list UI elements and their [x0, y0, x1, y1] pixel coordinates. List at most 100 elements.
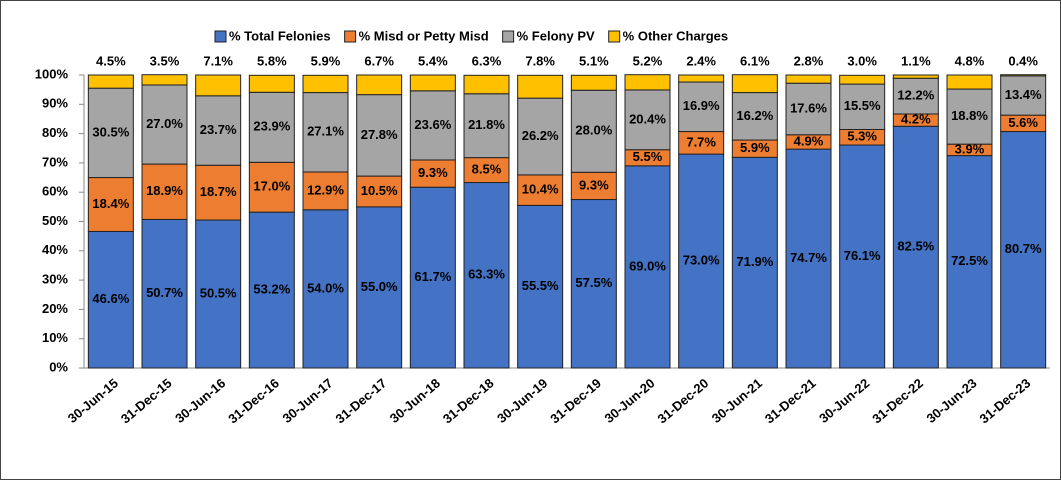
y-tick-label: 90% [42, 96, 68, 111]
bar-segment [731, 156, 778, 369]
data-label: 72.5% [951, 253, 988, 268]
data-label: 82.5% [897, 239, 934, 254]
data-label: 50.7% [146, 285, 183, 300]
bar-segment [839, 144, 886, 369]
bar-segment [678, 81, 725, 133]
data-label: 9.3% [579, 177, 609, 192]
legend-swatch [214, 30, 227, 43]
data-label: 6.1% [740, 53, 770, 68]
data-label: 61.7% [414, 269, 451, 284]
data-label: 3.5% [150, 53, 180, 68]
data-label: 10.4% [522, 182, 559, 197]
data-label: 18.4% [92, 196, 129, 211]
data-label: 53.2% [253, 281, 290, 296]
data-label: 7.7% [686, 134, 716, 149]
data-label: 12.2% [897, 88, 934, 103]
y-tick-label: 10% [42, 330, 68, 345]
bar-segment [785, 148, 832, 369]
bar-segment [517, 74, 564, 99]
data-label: 5.1% [579, 53, 609, 68]
bar-segment [356, 206, 403, 369]
bar-segment [356, 74, 403, 96]
data-label: 80.7% [1005, 241, 1042, 256]
data-label: 4.5% [96, 53, 126, 68]
y-tick-label: 0% [49, 359, 68, 374]
bar-segment [195, 219, 242, 369]
data-label: 5.2% [633, 53, 663, 68]
bar-segment [892, 125, 939, 369]
data-label: 57.5% [575, 275, 612, 290]
bar-segment [839, 74, 886, 85]
bar-segment [463, 182, 510, 369]
bar-segment [570, 89, 617, 173]
bar-segment [570, 171, 617, 201]
bar-segment [839, 83, 886, 130]
legend-swatch [608, 30, 621, 43]
data-label: 55.0% [361, 279, 398, 294]
bar-segment [409, 74, 456, 92]
data-label: 5.4% [418, 53, 448, 68]
data-label: 5.5% [633, 149, 663, 164]
legend-swatch [502, 30, 515, 43]
data-label: 9.3% [418, 165, 448, 180]
bar-segment [570, 199, 617, 369]
data-label: 30.5% [92, 124, 129, 139]
bar-segment [892, 74, 939, 79]
data-label: 5.9% [740, 140, 770, 155]
data-label: 26.2% [522, 128, 559, 143]
data-label: 23.9% [253, 119, 290, 134]
bar-segment [302, 171, 349, 211]
data-label: 5.9% [311, 53, 341, 68]
bar-segment [570, 74, 617, 91]
bar-segment [624, 74, 671, 91]
data-label: 21.8% [468, 117, 505, 132]
data-label: 8.5% [472, 162, 502, 177]
bar-segment [1000, 75, 1047, 116]
bar-segment [87, 87, 134, 179]
y-tick-label: 80% [42, 125, 68, 140]
bar-segment [624, 165, 671, 369]
data-label: 15.5% [844, 98, 881, 113]
bar-segment [87, 177, 134, 232]
data-label: 2.8% [794, 53, 824, 68]
bar-segment [409, 159, 456, 188]
bar-segment [517, 174, 564, 206]
bar-segment [517, 97, 564, 176]
data-label: 76.1% [844, 248, 881, 263]
data-label: 23.6% [414, 117, 451, 132]
data-label: 27.8% [361, 127, 398, 142]
bar-segment [195, 95, 242, 166]
data-label: 3.0% [847, 53, 877, 68]
data-label: 4.2% [901, 112, 931, 127]
data-label: 12.9% [307, 182, 344, 197]
data-label: 18.7% [200, 184, 237, 199]
data-label: 6.3% [472, 53, 502, 68]
bar-segment [731, 92, 778, 141]
data-label: 10.5% [361, 183, 398, 198]
data-label: 63.3% [468, 267, 505, 282]
data-label: 28.0% [575, 123, 612, 138]
data-label: 17.6% [790, 100, 827, 115]
bar-segment [248, 74, 295, 93]
bar-segment [356, 94, 403, 177]
bar-segment [248, 161, 295, 213]
data-label: 13.4% [1005, 87, 1042, 102]
bar-segment [892, 77, 939, 115]
legend-label: % Total Felonies [229, 28, 331, 43]
bar-segment [409, 186, 456, 369]
data-label: 18.8% [951, 108, 988, 123]
legend-label: % Other Charges [623, 28, 728, 43]
y-tick-label: 30% [42, 272, 68, 287]
bar-segment [141, 74, 188, 86]
data-label: 4.8% [955, 53, 985, 68]
bar-segment [1000, 74, 1047, 77]
y-tick-label: 70% [42, 154, 68, 169]
data-label: 50.5% [200, 285, 237, 300]
data-label: 6.7% [364, 53, 394, 68]
bar-segment [409, 90, 456, 161]
data-label: 16.9% [683, 98, 720, 113]
bar-segment [248, 211, 295, 369]
data-label: 69.0% [629, 258, 666, 273]
y-tick-label: 100% [35, 66, 69, 81]
bar-segment [87, 230, 134, 369]
